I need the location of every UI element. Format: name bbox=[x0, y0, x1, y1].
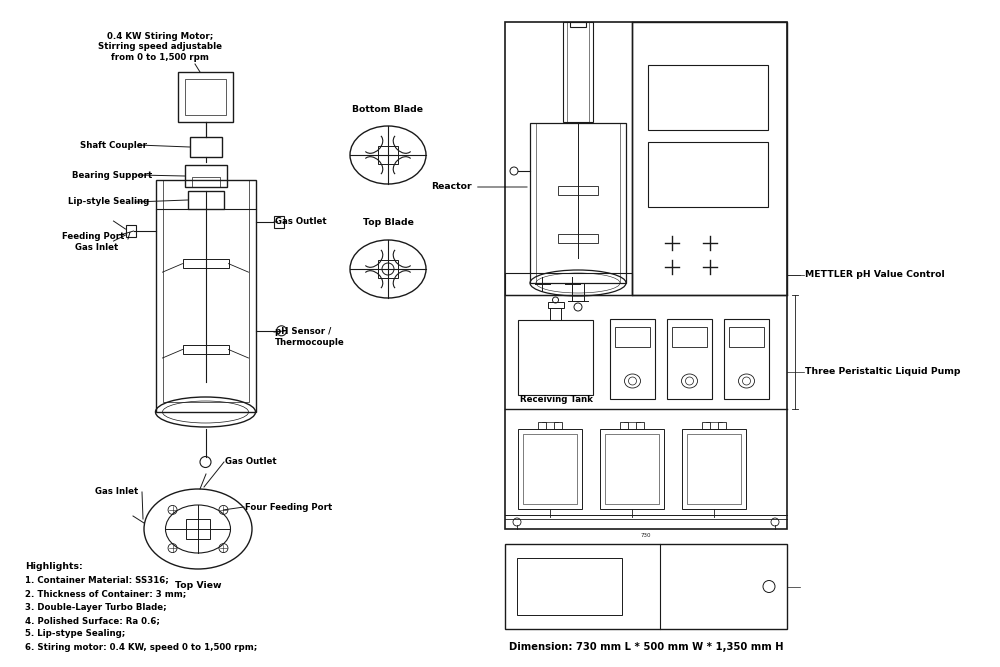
Text: 730: 730 bbox=[641, 533, 651, 538]
Bar bbox=[636, 422, 644, 429]
Text: Gas Inlet: Gas Inlet bbox=[95, 488, 138, 496]
Bar bbox=[548, 302, 564, 308]
Bar bbox=[530, 123, 626, 283]
Bar bbox=[518, 320, 593, 395]
Bar bbox=[505, 273, 632, 295]
Bar bbox=[505, 544, 787, 629]
Text: Reactor: Reactor bbox=[431, 183, 527, 191]
Bar bbox=[183, 345, 229, 354]
Bar bbox=[632, 22, 787, 295]
Bar bbox=[178, 72, 233, 122]
Text: Dimension: 730 mm L * 500 mm W * 1,350 mm H: Dimension: 730 mm L * 500 mm W * 1,350 m… bbox=[509, 642, 783, 652]
Text: Receiving Tank: Receiving Tank bbox=[520, 395, 592, 404]
Bar bbox=[572, 283, 584, 301]
Bar bbox=[523, 434, 577, 504]
Bar bbox=[702, 422, 710, 429]
Text: METTLER pH Value Control: METTLER pH Value Control bbox=[805, 271, 945, 279]
Text: 4. Polished Surface: Ra 0.6;: 4. Polished Surface: Ra 0.6; bbox=[25, 616, 160, 625]
Bar bbox=[610, 319, 655, 399]
Bar bbox=[605, 434, 659, 504]
Bar bbox=[558, 234, 598, 243]
Bar bbox=[505, 22, 787, 529]
Bar bbox=[729, 327, 764, 347]
Bar bbox=[687, 434, 741, 504]
Bar bbox=[615, 327, 650, 347]
Bar bbox=[538, 422, 546, 429]
Bar bbox=[718, 422, 726, 429]
Bar bbox=[648, 65, 768, 130]
Bar bbox=[558, 186, 598, 195]
Text: Gas Outlet: Gas Outlet bbox=[225, 458, 277, 466]
Bar bbox=[600, 429, 664, 509]
Bar bbox=[190, 137, 222, 157]
Text: 2. Thickness of Container: 3 mm;: 2. Thickness of Container: 3 mm; bbox=[25, 589, 186, 598]
Text: pH Sensor /
Thermocouple: pH Sensor / Thermocouple bbox=[275, 327, 345, 347]
Bar bbox=[672, 327, 707, 347]
Bar bbox=[126, 225, 136, 237]
Text: Top View: Top View bbox=[175, 580, 221, 590]
Bar bbox=[378, 260, 398, 278]
Text: Bearing Support: Bearing Support bbox=[72, 171, 152, 179]
Text: Gas Outlet: Gas Outlet bbox=[275, 217, 327, 227]
Bar bbox=[185, 79, 226, 115]
Bar bbox=[163, 180, 249, 402]
Text: Shaft Coupler: Shaft Coupler bbox=[80, 141, 147, 149]
Bar bbox=[667, 319, 712, 399]
Bar bbox=[554, 422, 562, 429]
Text: 5. Lip-stype Sealing;: 5. Lip-stype Sealing; bbox=[25, 630, 125, 638]
Bar bbox=[156, 180, 256, 412]
Text: Feeding Port /
Gas Inlet: Feeding Port / Gas Inlet bbox=[62, 232, 130, 251]
Bar bbox=[567, 22, 589, 122]
Text: 0.4 KW Stiring Motor;
Stirring speed adjustable
from 0 to 1,500 rpm: 0.4 KW Stiring Motor; Stirring speed adj… bbox=[98, 32, 222, 62]
Bar bbox=[620, 422, 628, 429]
Bar bbox=[518, 429, 582, 509]
Text: Three Peristaltic Liquid Pump: Three Peristaltic Liquid Pump bbox=[805, 368, 961, 376]
Bar bbox=[274, 215, 284, 227]
Text: 6. Stiring motor: 0.4 KW, speed 0 to 1,500 rpm;: 6. Stiring motor: 0.4 KW, speed 0 to 1,5… bbox=[25, 643, 257, 652]
Bar bbox=[570, 22, 586, 27]
Bar bbox=[188, 191, 224, 209]
Bar bbox=[724, 319, 769, 399]
Text: Lip-style Sealing: Lip-style Sealing bbox=[68, 197, 149, 207]
Bar bbox=[563, 22, 593, 122]
Bar bbox=[378, 146, 398, 164]
Text: Four Feeding Port: Four Feeding Port bbox=[245, 502, 332, 512]
Bar bbox=[186, 519, 210, 539]
Text: 3. Double-Layer Turbo Blade;: 3. Double-Layer Turbo Blade; bbox=[25, 602, 167, 612]
Text: 1. Container Material: SS316;: 1. Container Material: SS316; bbox=[25, 576, 169, 584]
Bar bbox=[185, 165, 227, 187]
Bar bbox=[648, 142, 768, 207]
Bar bbox=[536, 123, 620, 283]
Bar bbox=[183, 259, 229, 268]
Text: Highlights:: Highlights: bbox=[25, 562, 83, 571]
Text: Top Blade: Top Blade bbox=[363, 219, 413, 227]
Bar bbox=[517, 558, 622, 615]
Bar bbox=[192, 177, 220, 187]
Bar bbox=[682, 429, 746, 509]
Text: Bottom Blade: Bottom Blade bbox=[352, 105, 424, 113]
